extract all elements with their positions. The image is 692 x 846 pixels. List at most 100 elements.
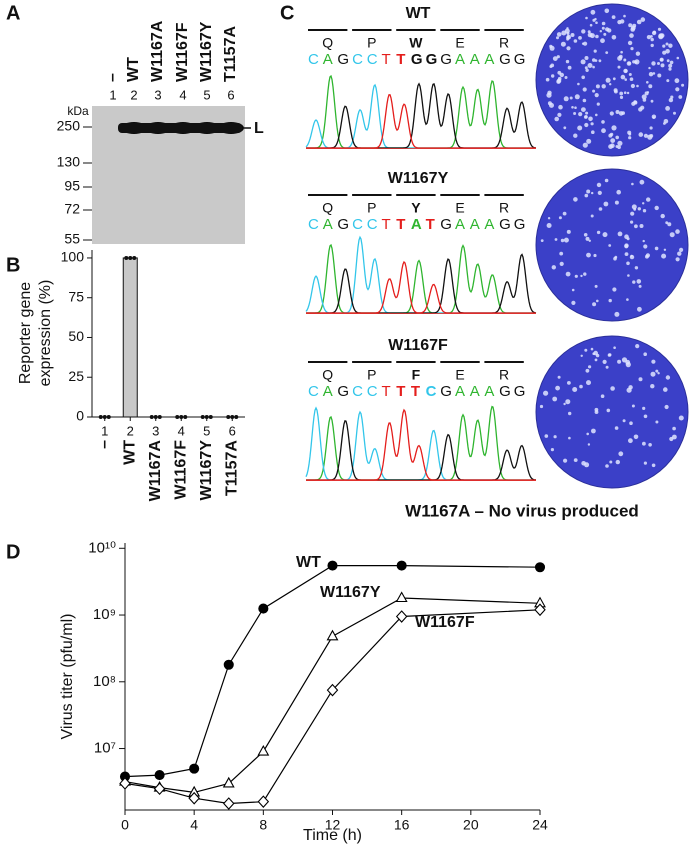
plaque <box>638 132 644 137</box>
amino-acid: P <box>367 35 376 51</box>
plaque <box>648 443 652 447</box>
plaque <box>611 125 617 131</box>
plaque <box>584 348 588 352</box>
replicate-point <box>234 415 239 419</box>
panel-label: B <box>6 254 20 276</box>
base: A <box>455 216 465 233</box>
plaque <box>590 347 594 351</box>
plaque <box>571 106 574 109</box>
plaque <box>614 200 619 205</box>
amino-acid: Y <box>411 200 421 216</box>
plaque <box>628 438 633 444</box>
plaque <box>631 404 635 408</box>
plaque <box>639 179 645 185</box>
plaque <box>617 359 622 364</box>
replicate-point <box>128 255 133 260</box>
plaque <box>594 410 599 414</box>
plaque <box>657 372 660 375</box>
plaque <box>586 189 591 194</box>
plaque <box>631 182 634 186</box>
x-tick-label: 2 <box>127 423 134 438</box>
plaque <box>595 34 599 39</box>
plaque <box>583 41 588 46</box>
base: G <box>337 216 349 233</box>
replicate-point <box>98 415 103 419</box>
plaque <box>591 191 594 195</box>
plaque <box>582 142 588 148</box>
plaque <box>648 84 653 89</box>
plaque <box>552 396 558 402</box>
base: C <box>367 216 378 233</box>
plaque <box>601 120 605 124</box>
plaque <box>630 83 636 89</box>
plaque <box>617 20 622 25</box>
plaque <box>650 43 654 48</box>
trace <box>306 260 536 314</box>
plaque <box>587 32 593 38</box>
point <box>326 683 339 697</box>
replicate-point <box>183 415 188 419</box>
plaque <box>606 408 611 413</box>
plaque <box>565 59 570 64</box>
plaque <box>650 371 656 377</box>
base: C <box>308 216 319 233</box>
base: A <box>470 383 480 400</box>
plaque <box>581 75 585 80</box>
amino-acid: E <box>455 35 464 51</box>
plaque <box>664 404 669 410</box>
plaque <box>617 65 621 69</box>
plaque <box>607 353 612 357</box>
plaque <box>627 274 630 277</box>
y-axis-label: Reporter gene <box>17 282 34 384</box>
plaque <box>642 239 645 243</box>
trace <box>306 253 537 314</box>
plaque <box>590 9 596 15</box>
point <box>395 610 408 623</box>
plaque <box>667 222 672 227</box>
trace <box>306 74 536 149</box>
lane-number: 3 <box>154 87 161 102</box>
lane-number: 4 <box>179 87 186 102</box>
plaque <box>564 76 568 79</box>
base: G <box>440 216 452 233</box>
lane-label: WT <box>125 57 142 82</box>
plaque <box>673 111 676 115</box>
plaque-plate <box>535 335 689 489</box>
plaque <box>587 443 591 446</box>
base: T <box>411 383 420 400</box>
plaque <box>592 58 596 62</box>
plaque <box>547 101 552 106</box>
plaque <box>650 35 653 38</box>
plaque <box>601 84 606 89</box>
plaque <box>612 287 617 292</box>
plaque <box>596 230 601 235</box>
x-tick-label: 24 <box>532 817 548 833</box>
panel-label: D <box>6 541 20 563</box>
plaque <box>650 384 655 389</box>
group-label: W1167F <box>172 440 189 500</box>
plaque <box>638 284 642 288</box>
plaque <box>605 27 610 32</box>
plaque <box>636 84 639 88</box>
plaque <box>556 55 560 59</box>
plaque <box>636 19 642 25</box>
plaque <box>675 87 680 92</box>
plaque <box>577 125 583 131</box>
plaque <box>573 197 578 202</box>
plaque <box>545 77 550 82</box>
plaque <box>557 375 561 379</box>
y-tick-label: 25 <box>68 368 84 384</box>
point <box>223 797 235 810</box>
plaque <box>651 114 657 119</box>
plaque <box>557 70 562 75</box>
plaque <box>601 26 605 30</box>
plaque <box>662 44 666 48</box>
point <box>119 777 131 790</box>
plaque <box>578 112 583 117</box>
y-tick-label: 10⁹ <box>93 606 116 623</box>
plaque <box>563 126 567 130</box>
plaque <box>626 237 630 241</box>
plaque <box>573 458 578 462</box>
band <box>118 123 242 133</box>
kda-label: kDa <box>67 104 89 118</box>
